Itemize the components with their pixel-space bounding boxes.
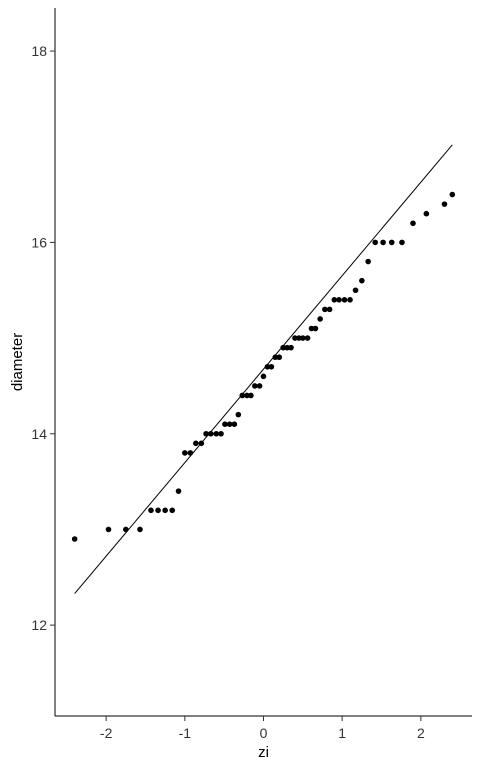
data-point bbox=[226, 421, 233, 427]
data-point bbox=[193, 440, 199, 447]
data-point bbox=[441, 201, 448, 207]
y-tick-label: 16 bbox=[31, 234, 47, 250]
x-axis-ticks: -2 -1 0 1 2 bbox=[100, 716, 425, 741]
data-point bbox=[336, 297, 342, 303]
data-point bbox=[331, 297, 338, 303]
data-point bbox=[317, 316, 323, 322]
data-point bbox=[380, 239, 386, 246]
data-point bbox=[322, 306, 328, 313]
data-point bbox=[326, 306, 333, 313]
data-point bbox=[222, 421, 228, 427]
data-point bbox=[71, 536, 78, 542]
x-tick-label: 1 bbox=[338, 725, 346, 741]
y-tick-label: 14 bbox=[31, 426, 47, 442]
data-point bbox=[268, 363, 275, 370]
data-point bbox=[449, 191, 456, 198]
data-point bbox=[252, 383, 258, 389]
data-point bbox=[284, 344, 290, 351]
x-tick-label: 0 bbox=[260, 725, 268, 741]
data-point bbox=[264, 363, 271, 370]
data-point bbox=[198, 440, 205, 447]
data-point bbox=[169, 507, 176, 514]
data-point bbox=[187, 450, 194, 456]
data-point bbox=[256, 383, 263, 389]
x-tick-label: -2 bbox=[100, 725, 113, 741]
data-point bbox=[296, 335, 302, 341]
data-point bbox=[280, 344, 286, 351]
y-axis-title: diameter bbox=[9, 333, 26, 391]
data-point bbox=[175, 488, 182, 494]
data-point bbox=[410, 220, 416, 227]
data-point bbox=[231, 421, 238, 427]
data-point bbox=[276, 354, 283, 361]
data-point bbox=[359, 277, 365, 284]
data-point bbox=[292, 335, 298, 341]
data-point bbox=[162, 507, 168, 514]
reference-line bbox=[74, 144, 453, 594]
data-point bbox=[239, 392, 246, 399]
data-point bbox=[341, 297, 348, 303]
data-point bbox=[123, 526, 129, 533]
x-tick-label: -1 bbox=[179, 725, 192, 741]
data-point bbox=[203, 430, 209, 437]
data-point bbox=[148, 507, 154, 514]
plot-area bbox=[71, 144, 456, 594]
data-point bbox=[218, 430, 224, 437]
data-point bbox=[308, 325, 315, 332]
data-point bbox=[182, 450, 188, 456]
data-point bbox=[388, 239, 395, 246]
y-tick-label: 12 bbox=[31, 617, 47, 633]
data-point bbox=[347, 297, 353, 303]
x-axis-title: zi bbox=[258, 744, 269, 761]
data-point bbox=[207, 430, 214, 437]
data-point bbox=[213, 430, 220, 437]
data-point bbox=[304, 335, 311, 341]
data-point bbox=[137, 526, 143, 533]
y-tick-label: 18 bbox=[31, 43, 47, 59]
data-point bbox=[260, 373, 267, 380]
data-point bbox=[372, 239, 379, 246]
data-point bbox=[272, 354, 279, 361]
data-point bbox=[244, 392, 250, 399]
data-point bbox=[423, 210, 430, 217]
data-point bbox=[352, 287, 359, 294]
data-point bbox=[105, 526, 112, 533]
data-point bbox=[365, 258, 371, 265]
data-point bbox=[248, 392, 254, 399]
data-point bbox=[399, 239, 405, 246]
y-axis-ticks: 12 14 16 18 bbox=[31, 43, 55, 633]
x-tick-label: 2 bbox=[417, 725, 425, 741]
data-point bbox=[235, 411, 242, 418]
data-point bbox=[288, 344, 294, 351]
data-point bbox=[155, 507, 161, 514]
data-point bbox=[300, 335, 306, 341]
data-point bbox=[312, 325, 319, 332]
